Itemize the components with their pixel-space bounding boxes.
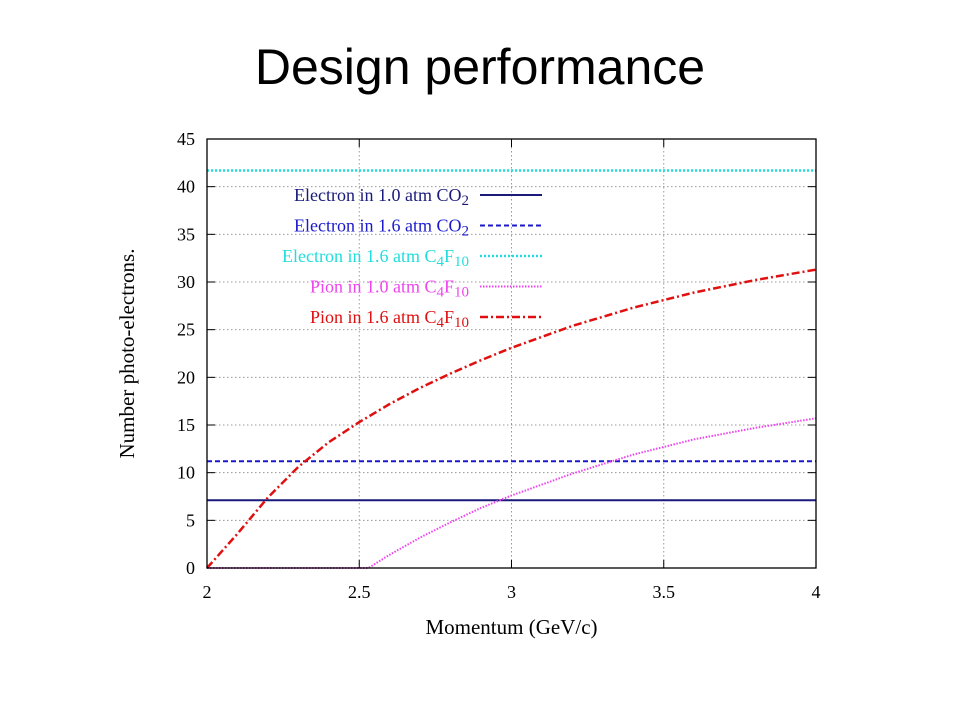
y-tick-label: 5 [186,510,195,530]
slide-title: Design performance [254,39,706,95]
y-tick-label: 30 [177,272,195,292]
y-tick-label: 45 [177,129,195,149]
y-tick-label: 0 [186,558,195,578]
series-lines [206,169,817,569]
x-tick-label: 3.5 [653,582,676,602]
legend-label-4: Pion in 1.0 atm C4F10 [310,277,469,301]
y-axis-title: Number photo-electrons. [115,249,139,459]
legend-label-2: Electron in 1.6 atm CO2 [294,216,469,240]
x-tick-label: 2.5 [348,582,371,602]
y-tick-label: 40 [177,177,195,197]
y-tick-label: 35 [177,224,195,244]
y-tick-label: 10 [177,463,195,483]
y-tick-label: 25 [177,320,195,340]
y-tick-label: 20 [177,367,195,387]
axis-ticks: 0 5 10 15 20 25 30 35 40 45 2 2.5 3 3.5 4 [177,129,821,602]
x-tick-label: 2 [203,582,212,602]
legend-label-3: Electron in 1.6 atm C4F10 [282,246,469,270]
legend: Electron in 1.0 atm CO2 Electron in 1.6 a… [282,185,542,331]
series-line-5 [206,268,817,569]
x-tick-label: 4 [812,582,821,602]
x-tick-label: 3 [507,582,516,602]
series-line-4 [207,417,817,569]
legend-label-5: Pion in 1.6 atm C4F10 [310,307,469,331]
x-axis-title: Momentum (GeV/c) [425,615,597,639]
y-tick-label: 15 [177,415,195,435]
legend-label-1: Electron in 1.0 atm CO2 [294,185,469,209]
